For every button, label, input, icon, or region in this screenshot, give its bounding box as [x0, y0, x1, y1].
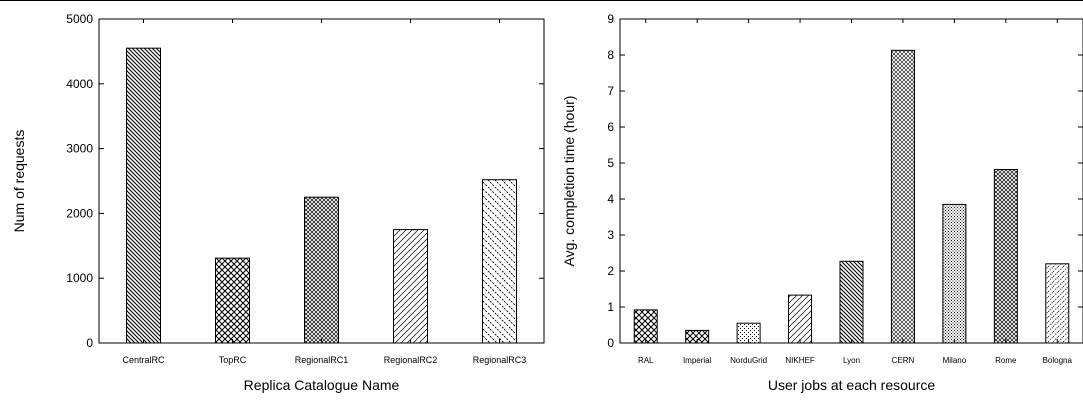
x-category-label: Imperial	[683, 356, 712, 365]
x-category-label: TopRC	[219, 355, 247, 365]
y-axis-label: Avg. completion time (hour)	[561, 96, 577, 267]
bar-milano	[942, 203, 967, 344]
bar-rome	[993, 168, 1018, 344]
y-tick-label: 3000	[66, 142, 93, 156]
y-tick-label: 5000	[66, 12, 93, 26]
y-tick-label: 0	[607, 336, 614, 350]
y-tick-label: 3	[607, 228, 614, 242]
x-category-label: NorduGrid	[730, 356, 767, 365]
bar-ral	[633, 309, 658, 344]
y-tick-label: 8	[607, 48, 614, 62]
x-category-label: Rome	[995, 356, 1017, 365]
x-category-label: RegionalRC1	[295, 355, 349, 365]
bar-centralrc	[126, 47, 161, 344]
x-category-label: RegionalRC3	[473, 355, 527, 365]
x-category-label: Lyon	[843, 356, 860, 365]
x-axis-label: Replica Catalogue Name	[244, 377, 400, 393]
x-category-label: NIKHEF	[785, 356, 814, 365]
bar-bologna	[1045, 263, 1070, 344]
x-category-label: Milano	[943, 356, 967, 365]
x-category-label: RegionalRC2	[384, 355, 438, 365]
bar-regionalrc2	[393, 229, 428, 344]
chart-1: 0 1000 2000 3000 4000 5000 CentralRC TopRC Regio…	[11, 12, 545, 393]
x-axis-label: User jobs at each resource	[768, 377, 936, 393]
y-tick-label: 9	[607, 12, 614, 26]
y-tick-label: 1000	[66, 271, 93, 285]
top-border-line	[0, 0, 1083, 1]
y-tick-label: 5	[607, 156, 614, 170]
y-tick-label: 4	[607, 192, 614, 206]
x-category-label: CERN	[892, 356, 915, 365]
y-tick-label: 2000	[66, 206, 93, 220]
y-tick-label: 7	[607, 84, 614, 98]
x-category-label: RAL	[638, 356, 654, 365]
bar-regionalrc1	[304, 196, 339, 344]
y-tick-label: 1	[607, 300, 614, 314]
bar-nikhef	[788, 294, 813, 344]
bar-cern	[890, 49, 915, 344]
x-category-label: CentralRC	[122, 355, 165, 365]
bar-lyon	[839, 260, 864, 344]
y-tick-label: 4000	[66, 77, 93, 91]
y-tick-label: 6	[607, 120, 614, 134]
bar-regionalrc3	[482, 179, 517, 344]
y-tick-label: 0	[86, 336, 93, 350]
y-tick-label: 2	[607, 264, 614, 278]
bar-toprc	[215, 257, 250, 344]
y-axis-label: Num of requests	[11, 130, 27, 233]
x-category-label: Bologna	[1043, 356, 1073, 365]
chart-2: 0 1 2 3 4 5 6 7 8 9 RAL Imperial NorduGrid NIKHEF Lyon…	[561, 12, 1083, 393]
